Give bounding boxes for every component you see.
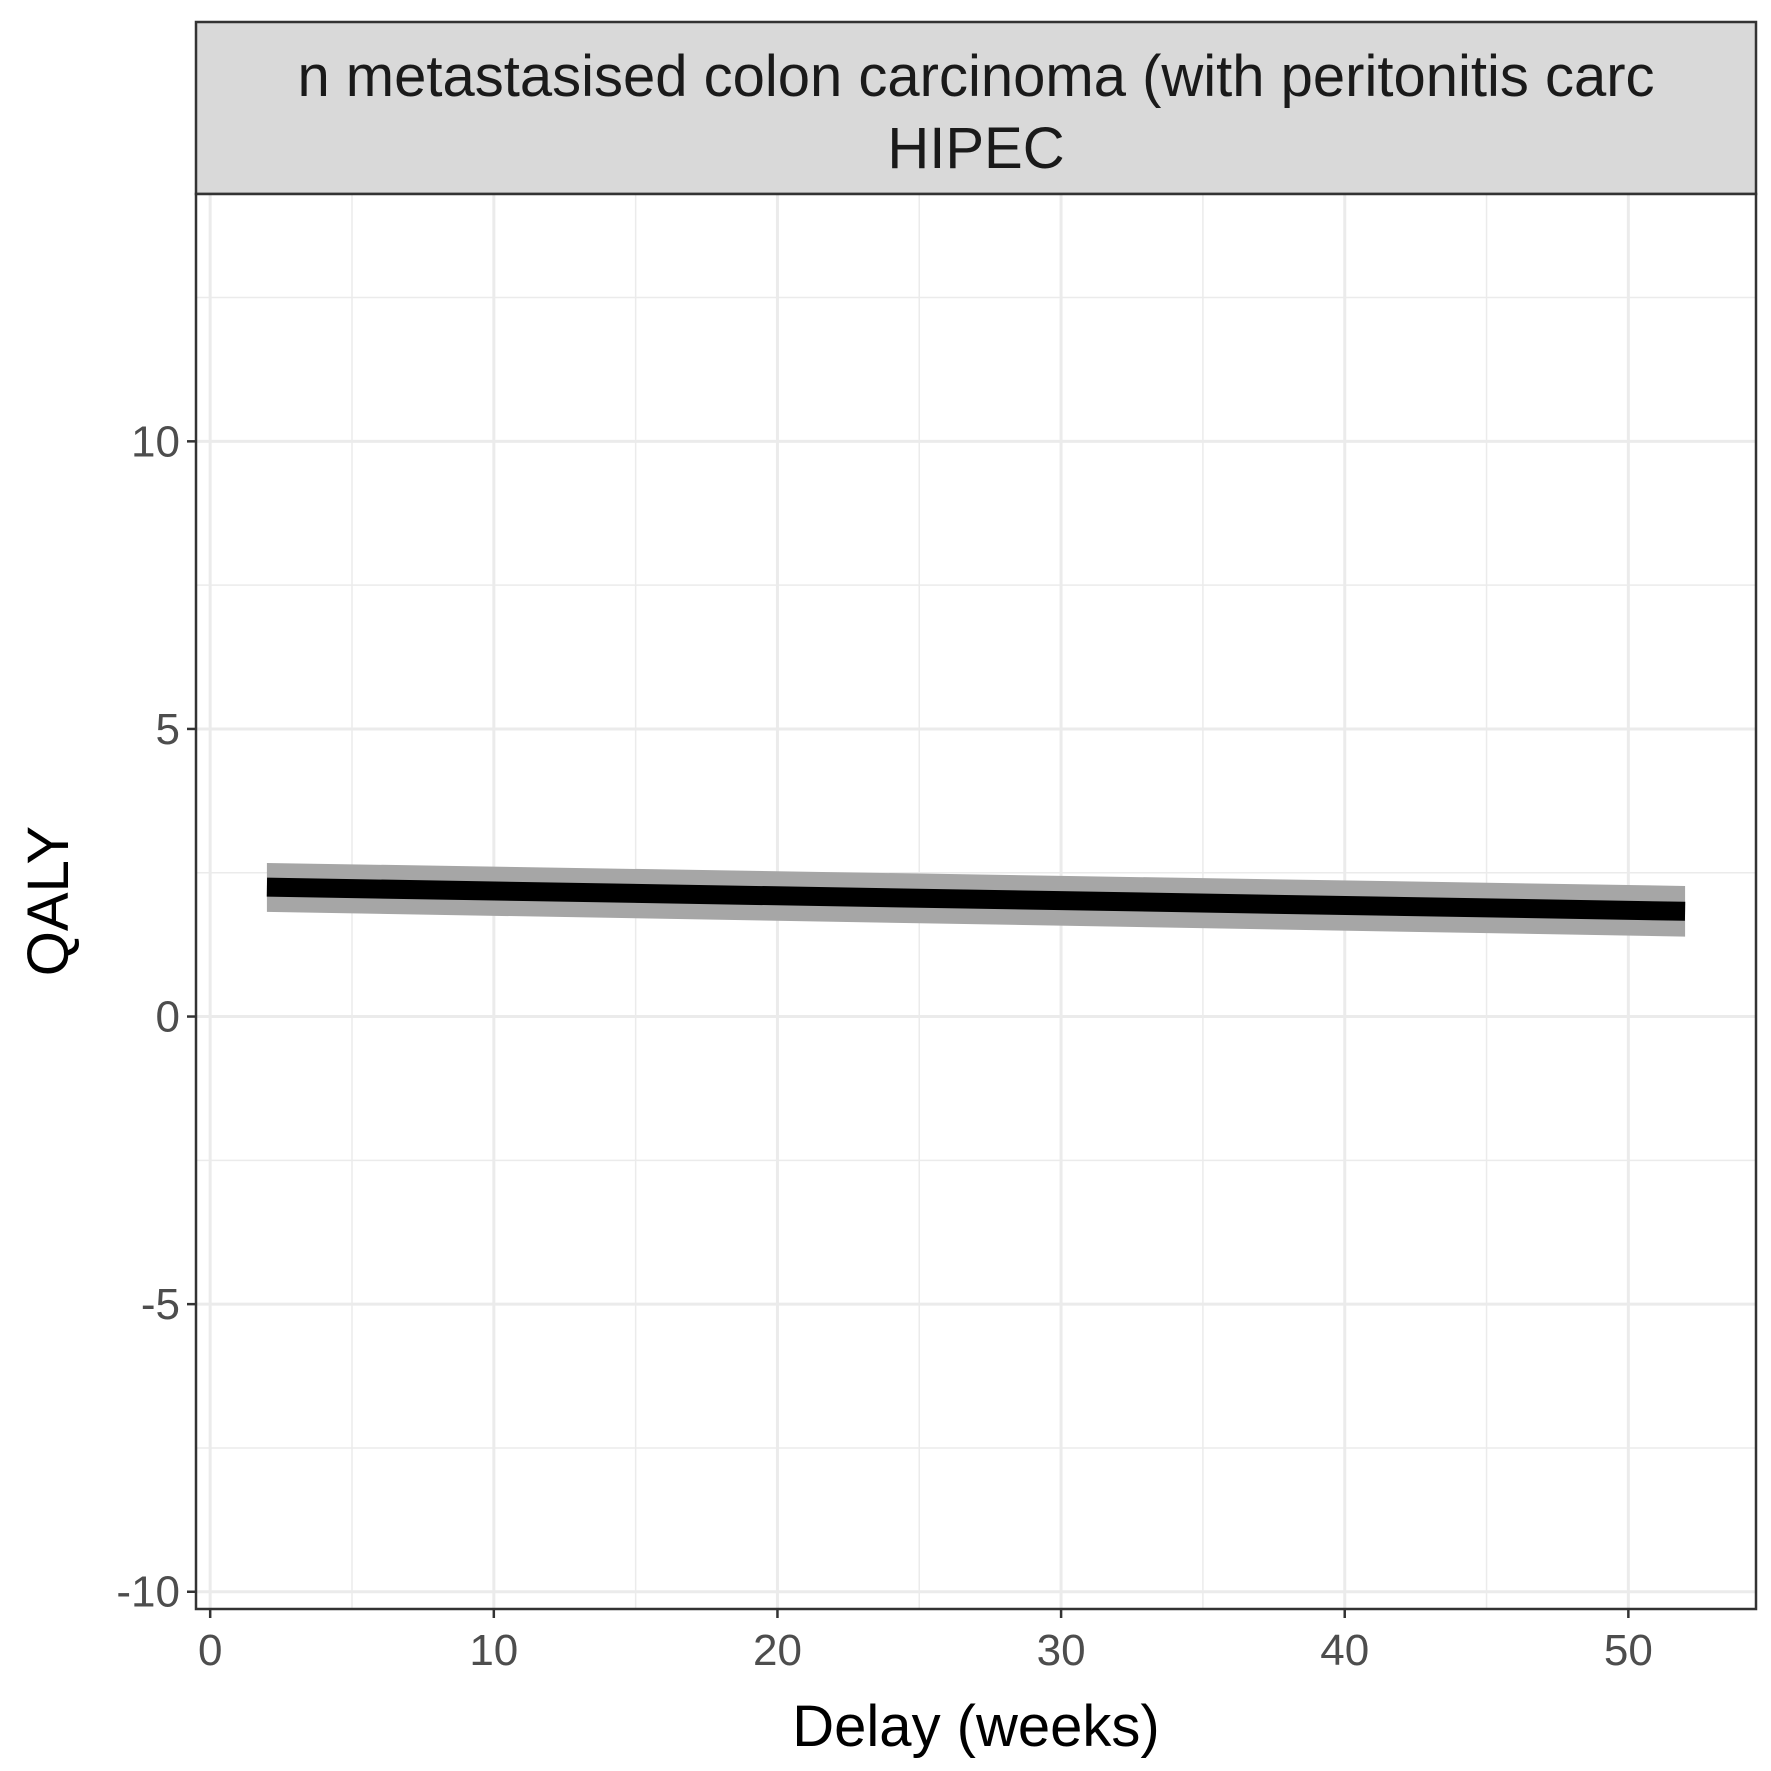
y-tick-label: 0 xyxy=(156,993,180,1042)
x-tick-label: 10 xyxy=(469,1626,518,1675)
x-tick-label: 40 xyxy=(1320,1626,1369,1675)
y-axis-title: QALY xyxy=(16,826,81,976)
facet-strip-title-line2: HIPEC xyxy=(887,116,1064,181)
trend-line xyxy=(266,877,1686,921)
y-axis: -10 -5 0 5 10 xyxy=(116,417,196,1617)
plot-panel-border xyxy=(194,192,1758,1611)
series-layer xyxy=(266,862,1686,937)
y-tick-label: -5 xyxy=(141,1280,180,1329)
facet-strip-title-line1: n metastasised colon carcinoma (with per… xyxy=(297,44,1654,109)
x-tick-label: 0 xyxy=(198,1626,222,1675)
y-tick-label: -10 xyxy=(116,1568,180,1617)
x-tick-label: 30 xyxy=(1037,1626,1086,1675)
y-tick-label: 5 xyxy=(156,705,180,754)
x-axis-title: Delay (weeks) xyxy=(792,1694,1159,1759)
x-tick-label: 20 xyxy=(753,1626,802,1675)
facet-strip-background xyxy=(194,20,1758,196)
y-tick-label: 10 xyxy=(131,417,180,466)
x-tick-label: 50 xyxy=(1604,1626,1653,1675)
facet-strip: n metastasised colon carcinoma (with per… xyxy=(194,20,1758,196)
x-axis: 0 10 20 30 40 50 xyxy=(198,1609,1653,1675)
